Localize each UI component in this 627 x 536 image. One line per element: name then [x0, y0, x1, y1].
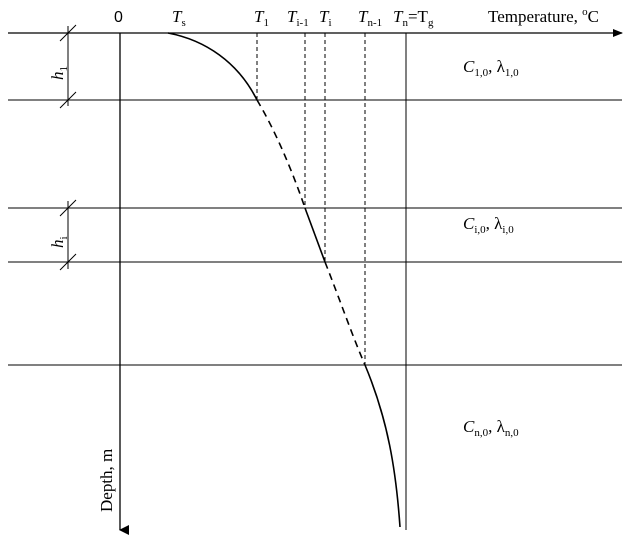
tn-1-label: Tn-1 — [358, 7, 382, 29]
temperature-profile-gap-1 — [256, 99, 306, 209]
h1-tick-bottom — [59, 91, 77, 109]
hi-tick-bottom — [59, 253, 77, 271]
y-axis-title: Depth, m — [97, 449, 116, 512]
x-axis-title: Temperature, oC — [488, 6, 599, 26]
t1-label: T1 — [254, 7, 269, 29]
temperature-profile-gap-2 — [324, 261, 366, 366]
temperature-profile-layer-i — [304, 207, 326, 263]
tn-tg-label: Tn=Tg — [393, 7, 434, 29]
layer-i-properties: Ci,0, λi,0 — [463, 214, 514, 236]
h1-tick-top — [59, 24, 77, 42]
x-origin-label: 0 — [114, 9, 123, 26]
layer-n-properties: Cn,0, λn,0 — [463, 417, 519, 439]
layer-1-properties: C1,0, λ1,0 — [463, 57, 519, 79]
temperature-profile-layer-n — [364, 364, 401, 528]
h1-label: h1 — [48, 66, 70, 80]
hi-label: hi — [48, 236, 70, 248]
temperature-profile-layer-1 — [167, 32, 258, 101]
hi-tick-top — [59, 199, 77, 217]
ts-label: Ts — [172, 7, 186, 29]
ti-label: Ti — [319, 7, 332, 29]
ti-1-label: Ti-1 — [287, 7, 309, 29]
